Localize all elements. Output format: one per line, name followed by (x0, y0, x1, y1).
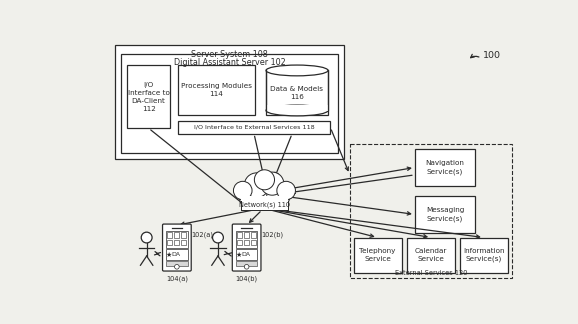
Text: DA: DA (172, 252, 180, 257)
Circle shape (247, 174, 281, 207)
Bar (166, 260, 188, 266)
Text: ★: ★ (166, 251, 172, 258)
Bar (121, 54, 338, 153)
Bar (177, 65, 255, 115)
Circle shape (141, 232, 152, 243)
Text: External Services 120: External Services 120 (395, 270, 468, 276)
Text: 104(b): 104(b) (236, 276, 258, 282)
Text: I/O Interface to External Services 118: I/O Interface to External Services 118 (194, 125, 314, 130)
Circle shape (244, 264, 249, 269)
Bar (181, 232, 186, 237)
Text: 104(a): 104(a) (166, 276, 188, 282)
Bar (236, 232, 242, 237)
Bar (167, 232, 172, 237)
Bar (460, 237, 508, 273)
Bar (266, 70, 328, 115)
Bar (236, 260, 257, 266)
Circle shape (277, 181, 295, 200)
Text: 100: 100 (483, 51, 501, 60)
Bar (250, 240, 256, 245)
Ellipse shape (266, 105, 328, 116)
Bar (407, 237, 455, 273)
Text: Processing Modules
114: Processing Modules 114 (181, 83, 252, 97)
Circle shape (239, 184, 262, 207)
Circle shape (244, 173, 269, 198)
Bar (236, 231, 257, 248)
Text: Calendar
Service: Calendar Service (415, 248, 447, 262)
Text: 102(b): 102(b) (261, 231, 283, 238)
Bar (236, 240, 242, 245)
Bar (243, 240, 249, 245)
Circle shape (254, 170, 275, 190)
Text: 102(a): 102(a) (191, 231, 214, 238)
Text: Network(s) 110: Network(s) 110 (239, 201, 290, 208)
Bar (415, 196, 475, 233)
Circle shape (261, 172, 284, 195)
Text: Digital Assistant Server 102: Digital Assistant Server 102 (174, 58, 286, 67)
Circle shape (213, 232, 223, 243)
Bar (166, 231, 188, 248)
Ellipse shape (266, 65, 328, 76)
Bar (127, 65, 170, 128)
FancyBboxPatch shape (232, 224, 261, 271)
Bar (236, 249, 257, 260)
Bar (350, 144, 513, 278)
Circle shape (267, 184, 290, 207)
Bar (241, 196, 288, 210)
Bar (167, 240, 172, 245)
Text: Messaging
Service(s): Messaging Service(s) (426, 207, 464, 222)
Text: Information
Service(s): Information Service(s) (463, 248, 505, 262)
Text: Telephony
Service: Telephony Service (360, 248, 396, 262)
Bar (177, 121, 330, 133)
Bar (174, 232, 179, 237)
Bar (243, 232, 249, 237)
Bar (174, 240, 179, 245)
FancyBboxPatch shape (162, 224, 191, 271)
Text: Server System 108: Server System 108 (191, 50, 268, 59)
Text: ★: ★ (236, 251, 242, 258)
Bar (250, 232, 256, 237)
Bar (415, 149, 475, 186)
Text: I/O
Interface to
DA-Client
112: I/O Interface to DA-Client 112 (128, 82, 169, 112)
Text: DA: DA (242, 252, 250, 257)
Text: Data & Models
116: Data & Models 116 (271, 86, 324, 100)
Bar (266, 105, 328, 111)
Bar (354, 237, 402, 273)
Text: Navigation
Service(s): Navigation Service(s) (425, 160, 465, 175)
Bar (166, 249, 188, 260)
Circle shape (175, 264, 179, 269)
Bar (115, 45, 343, 159)
Circle shape (234, 181, 252, 200)
Bar (181, 240, 186, 245)
